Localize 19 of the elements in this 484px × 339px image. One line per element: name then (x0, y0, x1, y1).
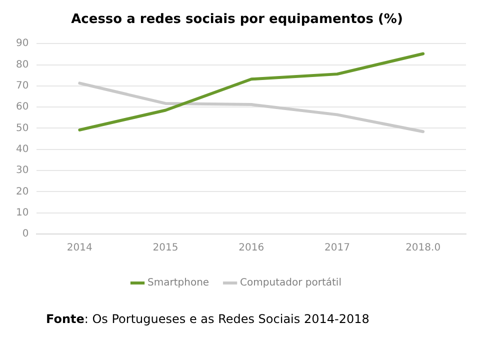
y-tick-label: 0 (22, 228, 29, 240)
chart-title: Acesso a redes sociais por equipamentos (%) (71, 12, 403, 28)
y-tick-label: 80 (16, 59, 29, 70)
x-tick-label: 2016 (238, 242, 264, 254)
y-tick-label: 30 (16, 165, 29, 176)
x-tick-label: 2018.0 (406, 242, 441, 254)
source-note: Fonte: Os Portugueses e as Redes Sociais 2014-2018 (46, 312, 370, 326)
x-tick-label: 2015 (152, 242, 178, 254)
y-tick-label: 60 (16, 102, 29, 113)
y-tick-label: 40 (16, 144, 29, 155)
legend-label: Computador portátil (240, 278, 342, 289)
y-tick-label: 70 (16, 80, 29, 92)
x-tick-label: 2014 (66, 242, 92, 254)
y-tick-label: 50 (16, 122, 29, 134)
legend-label: Smartphone (148, 278, 210, 289)
y-tick-label: 10 (16, 207, 29, 218)
y-tick-label: 20 (16, 186, 29, 198)
y-tick-label: 90 (16, 38, 29, 50)
x-tick-label: 2017 (324, 242, 350, 254)
